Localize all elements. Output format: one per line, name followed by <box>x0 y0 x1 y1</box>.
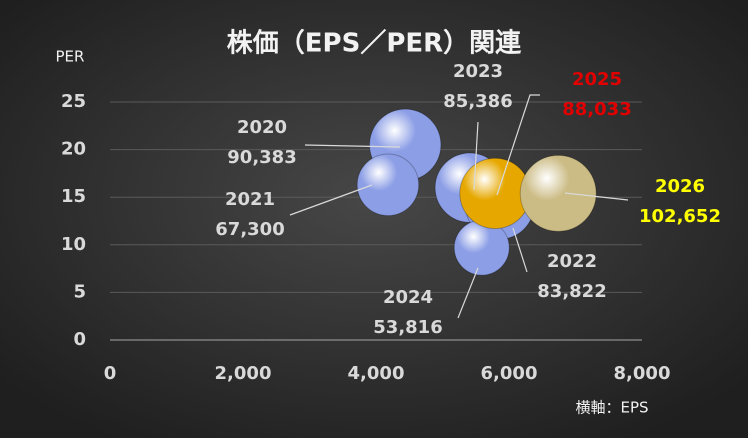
y-axis-label: PER <box>56 48 85 66</box>
bubble <box>519 154 597 232</box>
bubble-label-value: 102,652 <box>639 206 721 227</box>
y-tick-label: 25 <box>61 91 86 112</box>
y-tick-label: 20 <box>61 139 86 160</box>
x-tick-label: 0 <box>104 363 117 384</box>
leader-line <box>473 121 479 191</box>
x-tick-label: 4,000 <box>348 363 405 384</box>
bubble-label-value: 88,033 <box>562 99 631 120</box>
leader-line <box>496 94 540 196</box>
x-axis-label: 横軸：EPS <box>575 399 648 417</box>
bubble-label-value: 85,386 <box>443 91 512 112</box>
leader-line <box>304 144 401 148</box>
y-tick-label: 0 <box>73 329 86 350</box>
x-tick-label: 8,000 <box>614 363 671 384</box>
bubble-label-name: 2023 <box>453 61 503 82</box>
bubble-label-name: 2025 <box>572 69 622 90</box>
leader-line <box>289 184 373 216</box>
bubble-label-value: 53,816 <box>373 317 442 338</box>
bubble <box>459 157 531 230</box>
leader-line <box>457 267 479 319</box>
leader-line <box>512 227 528 273</box>
bubble-label-value: 90,383 <box>227 147 296 168</box>
bubble-label-name: 2022 <box>547 251 597 272</box>
chart-title: 株価（EPS／PER）関連 <box>227 29 522 59</box>
bubble-label-name: 2024 <box>383 287 433 308</box>
y-tick-label: 5 <box>73 281 86 302</box>
x-tick-label: 6,000 <box>481 363 538 384</box>
y-tick-label: 15 <box>61 186 86 207</box>
bubble <box>356 153 420 217</box>
bubble-label-name: 2021 <box>225 189 275 210</box>
bubble-label-value: 83,822 <box>537 281 606 302</box>
bubble-label-name: 2026 <box>655 176 705 197</box>
bubble-label-value: 67,300 <box>215 219 284 240</box>
y-tick-label: 10 <box>61 234 86 255</box>
leader-line <box>564 192 629 201</box>
x-tick-label: 2,000 <box>215 363 272 384</box>
bubble-label-name: 2020 <box>237 117 287 138</box>
